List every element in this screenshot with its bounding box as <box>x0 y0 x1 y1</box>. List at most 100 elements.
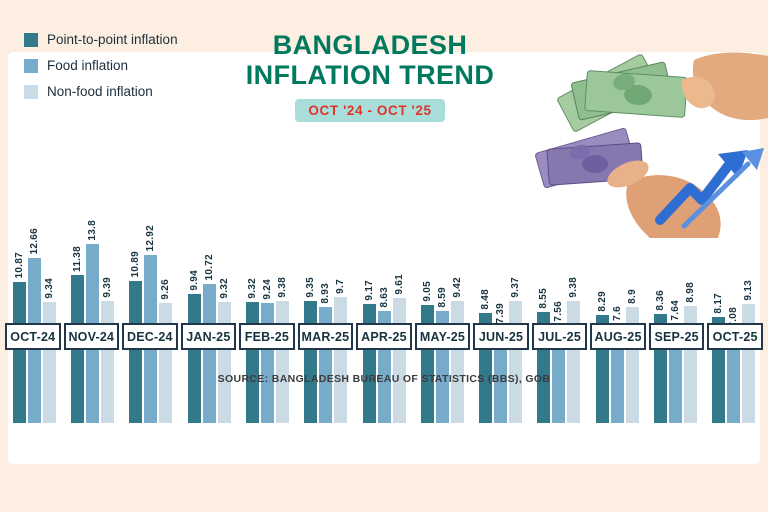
bar-group: 8.48 7.39 9.37 <box>472 189 530 423</box>
bar-cell: 8.59 <box>435 287 449 423</box>
month-label: SEP-25 <box>648 323 705 350</box>
bar-value-label: 8.59 <box>436 287 448 308</box>
title-line1: BANGLADESH <box>272 30 468 60</box>
bar <box>494 327 508 423</box>
bar-value-label: 13.8 <box>86 220 98 241</box>
bar-value-label: 12.92 <box>145 225 157 252</box>
month-label: OCT-25 <box>707 323 763 350</box>
chart-legend: Point-to-point inflation Food inflation … <box>24 32 178 99</box>
bar-cell: 9.34 <box>42 278 56 423</box>
bar-value-label: 7.56 <box>553 301 565 322</box>
bar-cell: 10.87 <box>12 252 26 423</box>
bar-value-label: 9.26 <box>160 279 172 300</box>
bar-value-label: 9.32 <box>246 278 258 299</box>
bar-group: 8.55 7.56 9.38 <box>530 189 588 423</box>
month-label: MAY-25 <box>414 323 471 350</box>
month-label: APR-25 <box>356 323 412 350</box>
bar-cell: 9.35 <box>304 277 318 423</box>
bar <box>304 301 318 423</box>
bars-row: 10.87 12.66 9.34 11.38 13.8 9.39 10.89 12.92 9.2… <box>5 189 763 423</box>
month-label: DEC-24 <box>122 323 178 350</box>
bar-cell: 8.48 <box>479 289 493 423</box>
bar-value-label: 8.29 <box>596 291 608 312</box>
bar-cell: 9.17 <box>362 280 376 423</box>
bar <box>727 331 741 423</box>
bar-group: 11.38 13.8 9.39 <box>63 189 121 423</box>
bar-cell: 9.39 <box>100 277 114 423</box>
month-label: AUG-25 <box>590 323 646 350</box>
bar-value-label: 8.36 <box>655 290 667 311</box>
bar-cell: 8.55 <box>537 288 551 423</box>
legend-swatch-icon <box>24 58 38 73</box>
legend-label: Food inflation <box>47 58 129 73</box>
bar-group: 8.36 7.64 8.98 <box>646 189 704 423</box>
bar-cell: 9.42 <box>450 277 464 423</box>
bar-value-label: 11.38 <box>71 246 83 272</box>
bar-group: 9.05 8.59 9.42 <box>413 189 471 423</box>
bar-cell: 8.17 <box>712 293 726 423</box>
bar-group: 10.87 12.66 9.34 <box>5 189 63 423</box>
bar-group: 10.89 12.92 9.26 <box>122 189 180 423</box>
legend-item-non-food: Non-food inflation <box>24 84 178 99</box>
bar-value-label: 8.48 <box>480 289 492 310</box>
bar <box>42 302 56 423</box>
bar <box>362 304 376 423</box>
bar-value-label: 9.37 <box>510 277 522 298</box>
bar-value-label: 9.17 <box>363 280 375 301</box>
bar-cell: 9.7 <box>334 279 348 423</box>
bar <box>12 282 26 423</box>
bar-value-label: 12.66 <box>28 228 40 255</box>
bar <box>742 304 756 423</box>
bar <box>260 303 274 423</box>
bar-cell: 8.36 <box>654 290 668 423</box>
bar <box>217 302 231 423</box>
bar-cell: 10.72 <box>202 254 216 423</box>
bar-value-label: 9.35 <box>305 277 317 298</box>
bar-value-label: 9.13 <box>743 280 755 301</box>
legend-label: Non-food inflation <box>47 84 153 99</box>
page-title: BANGLADESH INFLATION TREND <box>170 30 570 90</box>
bar-cell: 13.8 <box>85 220 99 423</box>
bar-value-label: 9.32 <box>218 278 230 299</box>
legend-item-point-to-point: Point-to-point inflation <box>24 32 178 47</box>
bar-value-label: 9.38 <box>568 277 580 298</box>
bar-cell: 7.64 <box>669 300 683 423</box>
bar-value-label: 8.98 <box>685 282 697 303</box>
bar-cell: 8.98 <box>684 282 698 423</box>
bar-cell: 8.9 <box>625 289 639 423</box>
bar-cell: 8.29 <box>595 291 609 423</box>
bar-value-label: 9.7 <box>335 279 347 294</box>
bar-value-label: 8.55 <box>538 288 550 309</box>
bar-value-label: 9.34 <box>43 278 55 299</box>
bar-cell: 9.38 <box>275 277 289 423</box>
bar-value-label: 10.89 <box>130 251 142 278</box>
month-label: OCT-24 <box>5 323 61 350</box>
bar-group: 8.29 7.6 8.9 <box>588 189 646 423</box>
bar-value-label: 7.6 <box>611 306 623 321</box>
bar-cell: 9.32 <box>217 278 231 423</box>
bar-cell: 9.13 <box>742 280 756 423</box>
bar-cell: 7.08 <box>727 307 741 423</box>
chart-title-block: BANGLADESH INFLATION TREND OCT '24 - OCT… <box>170 30 570 123</box>
date-range-badge: OCT '24 - OCT '25 <box>295 99 445 123</box>
bar-group: 8.17 7.08 9.13 <box>705 189 763 423</box>
bar-cell: 7.39 <box>494 303 508 423</box>
bar-value-label: 10.72 <box>203 254 215 281</box>
bar <box>129 281 143 423</box>
bar-cell: 9.26 <box>159 279 173 423</box>
bar-cell: 10.89 <box>129 251 143 423</box>
bar-value-label: 7.64 <box>670 300 682 321</box>
bar-value-label: 9.24 <box>261 279 273 300</box>
bar-value-label: 9.05 <box>421 281 433 302</box>
bar-value-label: 9.61 <box>393 274 405 295</box>
bar <box>450 301 464 423</box>
bar-cell: 9.37 <box>509 277 523 423</box>
bar-value-label: 8.93 <box>320 283 332 304</box>
month-label: JUL-25 <box>531 323 588 350</box>
bar-cell: 8.93 <box>319 283 333 423</box>
month-label: FEB-25 <box>239 323 295 350</box>
bar <box>509 301 523 423</box>
bar <box>187 294 201 423</box>
bar-value-label: 8.17 <box>713 293 725 314</box>
bar <box>245 302 259 423</box>
